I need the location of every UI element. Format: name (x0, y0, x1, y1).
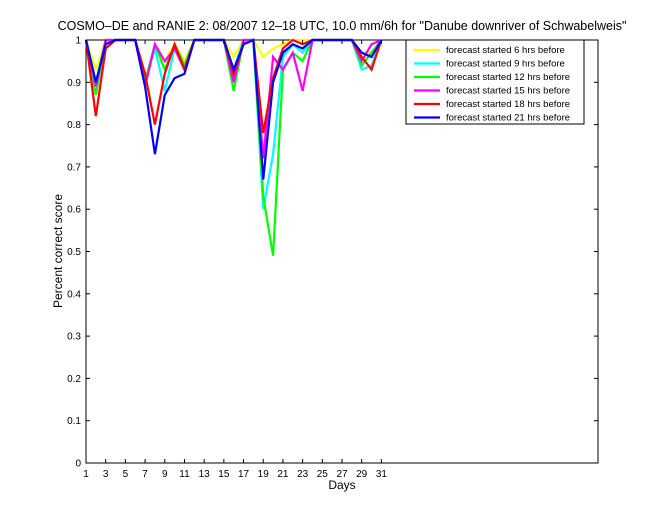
x-tick-label: 1 (83, 469, 89, 480)
y-tick-label: 0.1 (67, 416, 81, 427)
series-line-6 (84, 38, 383, 180)
x-tick-label: 17 (238, 469, 250, 480)
x-tick-label: 13 (199, 469, 211, 480)
x-tick-label: 19 (258, 469, 270, 480)
chart-title: COSMO–DE and RANIE 2: 08/2007 12–18 UTC,… (58, 19, 627, 33)
y-tick-label: 1 (75, 36, 81, 47)
x-axis-label: Days (328, 478, 355, 492)
y-tick-label: 0.5 (67, 247, 81, 258)
x-tick-label: 21 (277, 469, 289, 480)
y-tick-label: 0 (75, 459, 81, 470)
x-tick-label: 3 (103, 469, 109, 480)
legend-label-6: forecast started 21 hrs before (446, 113, 570, 124)
series-layer (84, 38, 383, 256)
y-axis: 0 0.1 0.2 0.3 0.4 0.5 0.6 0.7 0.8 0.9 1 (67, 36, 598, 470)
y-tick-label: 0.7 (67, 162, 81, 173)
x-tick-label: 5 (123, 469, 129, 480)
x-tick-label: 7 (142, 469, 148, 480)
y-tick-label: 0.4 (67, 289, 81, 300)
x-tick-label: 29 (356, 469, 368, 480)
legend: forecast started 6 hrs before forecast st… (405, 39, 585, 125)
y-tick-label: 0.3 (67, 332, 81, 343)
legend-items: forecast started 6 hrs before forecast st… (414, 45, 570, 124)
x-tick-label: 31 (376, 469, 388, 480)
y-axis-label: Percent correct score (51, 194, 65, 308)
x-axis: 1 3 5 7 9 11 13 15 17 19 21 23 25 27 29 31 (83, 40, 387, 480)
y-tick-label: 0.2 (67, 374, 81, 385)
x-tick-label: 27 (336, 469, 348, 480)
legend-box (405, 39, 585, 125)
legend-label-1: forecast started 6 hrs before (446, 45, 565, 56)
legend-label-5: forecast started 18 hrs before (446, 99, 570, 110)
x-tick-label: 15 (218, 469, 230, 480)
y-tick-label: 0.9 (67, 78, 81, 89)
x-tick-label: 9 (162, 469, 168, 480)
x-tick-label: 11 (179, 469, 190, 480)
x-tick-label: 23 (297, 469, 309, 480)
x-tick-label: 25 (317, 469, 329, 480)
legend-label-3: forecast started 12 hrs before (446, 72, 570, 83)
y-tick-label: 0.6 (67, 205, 81, 216)
legend-label-2: forecast started 9 hrs before (446, 59, 565, 70)
y-tick-label: 0.8 (67, 120, 81, 131)
legend-label-4: forecast started 15 hrs before (446, 86, 570, 97)
